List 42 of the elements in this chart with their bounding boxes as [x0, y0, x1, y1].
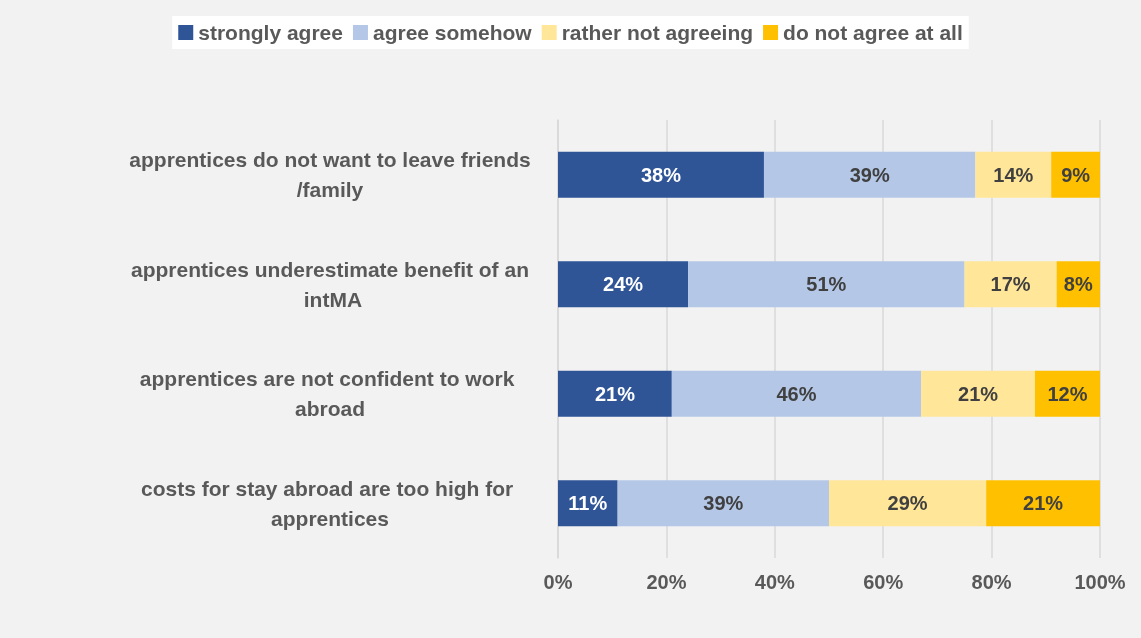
bar: [558, 151, 764, 198]
data-label: 21%: [958, 382, 999, 405]
legend-label: do not agree at all: [783, 21, 963, 44]
data-label: 24%: [603, 273, 644, 296]
bar: [671, 370, 922, 417]
data-label: 21%: [1023, 492, 1064, 515]
y-tick-label: costs for stay abroad are too high for apprentices: [140, 476, 520, 530]
data-label: 29%: [887, 492, 928, 515]
x-tick-label: 40%: [754, 571, 796, 593]
data-label: 46%: [776, 382, 817, 405]
bar: [617, 480, 829, 527]
data-label: 51%: [806, 273, 847, 296]
legend-label: agree somehow: [372, 21, 533, 44]
bar: [829, 480, 987, 527]
data-label: 8%: [1063, 273, 1093, 296]
bar: [558, 370, 672, 417]
data-label: 11%: [568, 492, 608, 515]
x-tick-label: 60%: [863, 571, 904, 593]
x-tick-label: 0%: [543, 571, 573, 593]
data-label: 17%: [990, 273, 1031, 296]
y-tick-label: apprentices are not confident to work abroad: [139, 367, 521, 421]
bar: [921, 370, 1035, 417]
data-label: 39%: [703, 492, 744, 515]
bar: [975, 151, 1052, 198]
legend-label: rather not agreeing: [561, 21, 754, 44]
bar: [688, 261, 965, 308]
x-tick-label: 20%: [646, 571, 687, 593]
data-label: 21%: [594, 382, 636, 405]
y-tick-label: apprentices underestimate benefit of an intMA: [131, 257, 529, 311]
data-label: 38%: [640, 163, 682, 186]
bar: [964, 261, 1057, 308]
data-label: 9%: [1061, 163, 1091, 186]
y-tick-label: apprentices do not want to leave friends/family: [129, 148, 531, 202]
x-tick-label: 80%: [971, 571, 1012, 593]
bar: [763, 151, 976, 198]
data-label: 12%: [1047, 382, 1088, 405]
x-tick-label: 100%: [1074, 571, 1126, 593]
legend-label: strongly agree: [198, 21, 343, 44]
bar: [558, 261, 689, 308]
bar: [986, 480, 1100, 527]
data-label: 39%: [849, 163, 890, 186]
data-label: 14%: [993, 163, 1034, 186]
